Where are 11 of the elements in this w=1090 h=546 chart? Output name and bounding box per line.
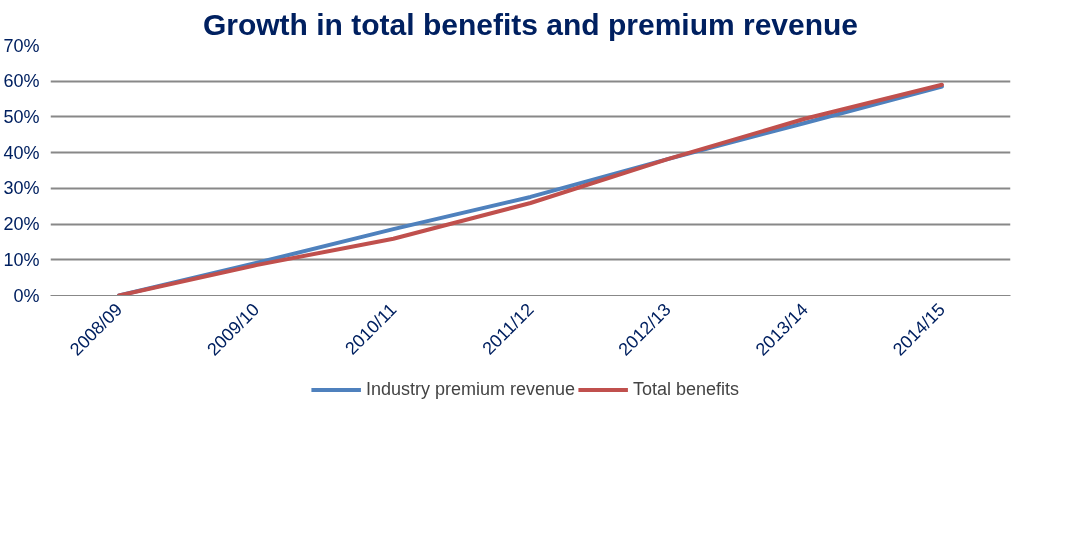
y-tick-label: 30% <box>3 178 40 199</box>
y-tick-label: 60% <box>3 71 40 92</box>
y-tick-label: 40% <box>3 142 40 163</box>
y-tick-label: 0% <box>13 285 40 306</box>
chart-title: Growth in total benefits and premium revenue <box>202 7 859 41</box>
legend-label: Industry premium revenue <box>365 378 576 400</box>
legend-label: Total benefits <box>633 378 740 400</box>
y-tick-label: 70% <box>3 35 40 56</box>
y-tick-label: 10% <box>3 249 40 270</box>
y-tick-label: 20% <box>3 214 40 235</box>
y-tick-label: 50% <box>3 106 40 127</box>
